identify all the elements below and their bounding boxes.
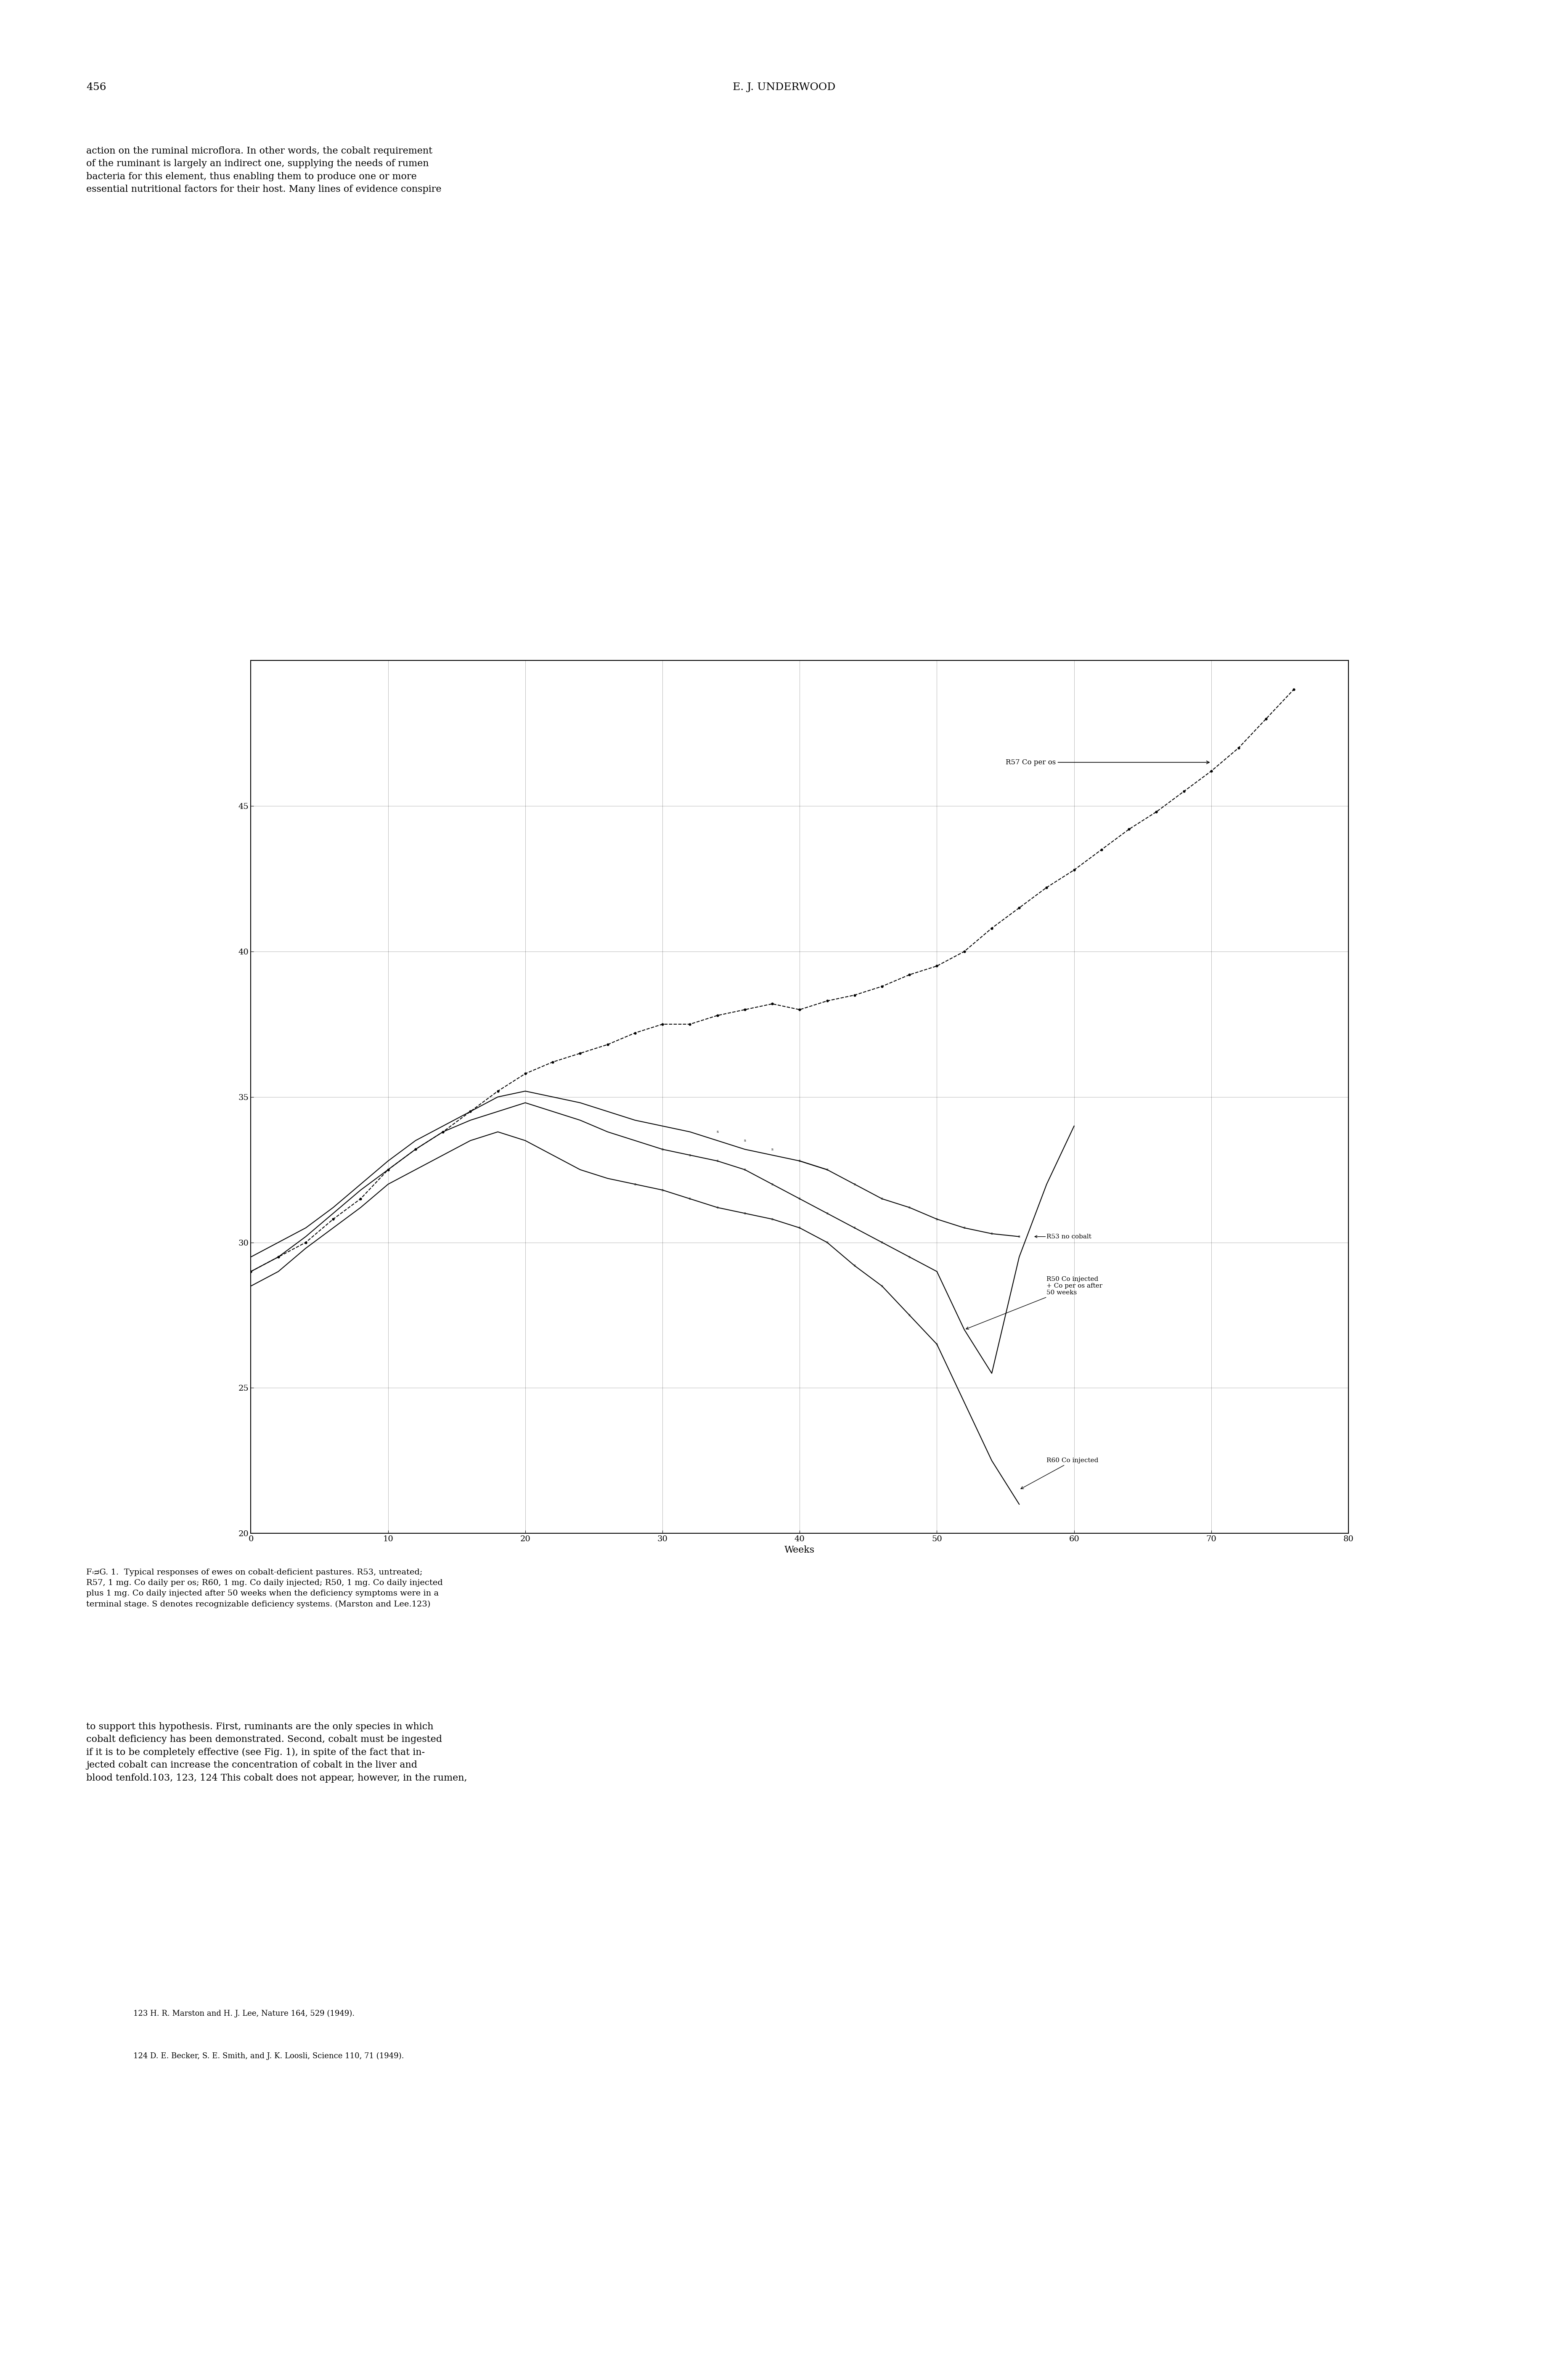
Text: action on the ruminal microflora. In other words, the cobalt requirement
of the : action on the ruminal microflora. In oth… bbox=[86, 146, 442, 193]
Text: s: s bbox=[688, 1154, 691, 1156]
Text: s: s bbox=[826, 1213, 828, 1215]
Text: s: s bbox=[743, 1139, 746, 1142]
Text: s: s bbox=[908, 1314, 911, 1316]
Text: s: s bbox=[881, 1196, 883, 1201]
Text: s: s bbox=[853, 1264, 856, 1267]
X-axis label: Weeks: Weeks bbox=[784, 1545, 815, 1555]
Text: FᴞG. 1.  Typical responses of ewes on cobalt-deficient pastures. R53, untreated;: FᴞG. 1. Typical responses of ewes on cob… bbox=[86, 1569, 442, 1609]
Text: s: s bbox=[743, 1213, 746, 1215]
Text: to support this hypothesis. First, ruminants are the only species in which
cobal: to support this hypothesis. First, rumin… bbox=[86, 1722, 467, 1783]
Text: s: s bbox=[853, 1182, 856, 1187]
Text: s: s bbox=[881, 1241, 883, 1243]
Text: s: s bbox=[908, 1255, 911, 1260]
Text: s: s bbox=[1018, 1234, 1021, 1238]
Text: s: s bbox=[798, 1227, 801, 1229]
Text: s: s bbox=[908, 1205, 911, 1210]
Text: s: s bbox=[936, 1217, 938, 1222]
Text: s: s bbox=[743, 1168, 746, 1172]
Text: R57 Co per os: R57 Co per os bbox=[1005, 760, 1209, 767]
Text: R53 no cobalt: R53 no cobalt bbox=[1046, 1234, 1091, 1238]
Text: R60 Co injected: R60 Co injected bbox=[1021, 1458, 1099, 1489]
Text: s: s bbox=[798, 1158, 801, 1163]
Text: s: s bbox=[826, 1168, 828, 1172]
Text: s: s bbox=[963, 1227, 966, 1229]
Text: R50 Co injected
+ Co per os after
50 weeks: R50 Co injected + Co per os after 50 wee… bbox=[966, 1276, 1102, 1328]
Text: s: s bbox=[717, 1130, 718, 1135]
Text: s: s bbox=[662, 1146, 663, 1151]
Text: s: s bbox=[717, 1158, 718, 1163]
Text: s: s bbox=[771, 1217, 773, 1222]
Text: 123 H. R. Marston and H. J. Lee, Nature 164, 529 (1949).: 123 H. R. Marston and H. J. Lee, Nature … bbox=[133, 2010, 354, 2017]
Text: 124 D. E. Becker, S. E. Smith, and J. K. Loosli, Science 110, 71 (1949).: 124 D. E. Becker, S. E. Smith, and J. K.… bbox=[133, 2052, 405, 2059]
Text: s: s bbox=[771, 1182, 773, 1187]
Text: s: s bbox=[771, 1146, 773, 1151]
Text: s: s bbox=[688, 1196, 691, 1201]
Text: s: s bbox=[991, 1231, 993, 1236]
Text: s: s bbox=[633, 1182, 637, 1187]
Text: s: s bbox=[936, 1342, 938, 1347]
Text: 456: 456 bbox=[86, 83, 107, 92]
Text: E. J. UNDERWOOD: E. J. UNDERWOOD bbox=[732, 83, 836, 92]
Text: s: s bbox=[853, 1227, 856, 1229]
Text: s: s bbox=[717, 1205, 718, 1210]
Text: s: s bbox=[798, 1196, 801, 1201]
Text: s: s bbox=[662, 1189, 663, 1191]
Text: s: s bbox=[826, 1241, 828, 1243]
Text: s: s bbox=[881, 1283, 883, 1288]
